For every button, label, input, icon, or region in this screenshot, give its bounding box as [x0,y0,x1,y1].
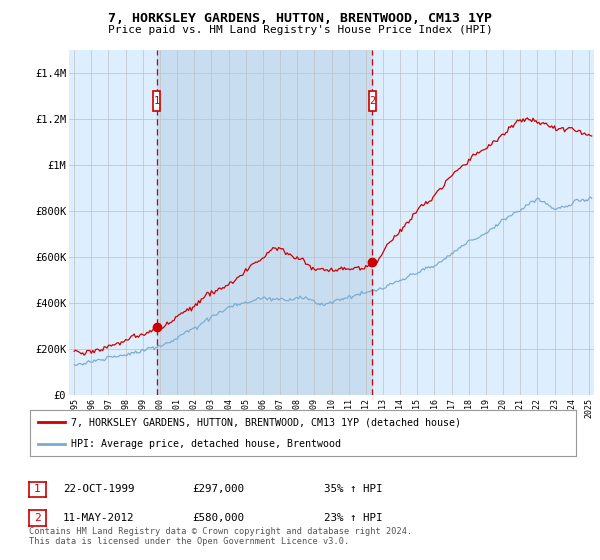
Text: 2: 2 [369,96,375,106]
Text: 35% ↑ HPI: 35% ↑ HPI [324,484,383,494]
Text: 7, HORKSLEY GARDENS, HUTTON, BRENTWOOD, CM13 1YP: 7, HORKSLEY GARDENS, HUTTON, BRENTWOOD, … [108,12,492,25]
Text: 2: 2 [34,513,41,523]
Text: 22-OCT-1999: 22-OCT-1999 [63,484,134,494]
FancyBboxPatch shape [153,91,160,111]
Bar [157,50,372,395]
Text: £297,000: £297,000 [192,484,244,494]
Text: Price paid vs. HM Land Registry's House Price Index (HPI): Price paid vs. HM Land Registry's House … [107,25,493,35]
Text: £580,000: £580,000 [192,513,244,523]
Text: 23% ↑ HPI: 23% ↑ HPI [324,513,383,523]
Text: HPI: Average price, detached house, Brentwood: HPI: Average price, detached house, Bren… [71,439,341,449]
FancyBboxPatch shape [369,91,376,111]
Text: 7, HORKSLEY GARDENS, HUTTON, BRENTWOOD, CM13 1YP (detached house): 7, HORKSLEY GARDENS, HUTTON, BRENTWOOD, … [71,417,461,427]
Text: Contains HM Land Registry data © Crown copyright and database right 2024.
This d: Contains HM Land Registry data © Crown c… [29,526,412,546]
Text: 1: 1 [34,484,41,494]
Text: 11-MAY-2012: 11-MAY-2012 [63,513,134,523]
Text: 1: 1 [154,96,160,106]
